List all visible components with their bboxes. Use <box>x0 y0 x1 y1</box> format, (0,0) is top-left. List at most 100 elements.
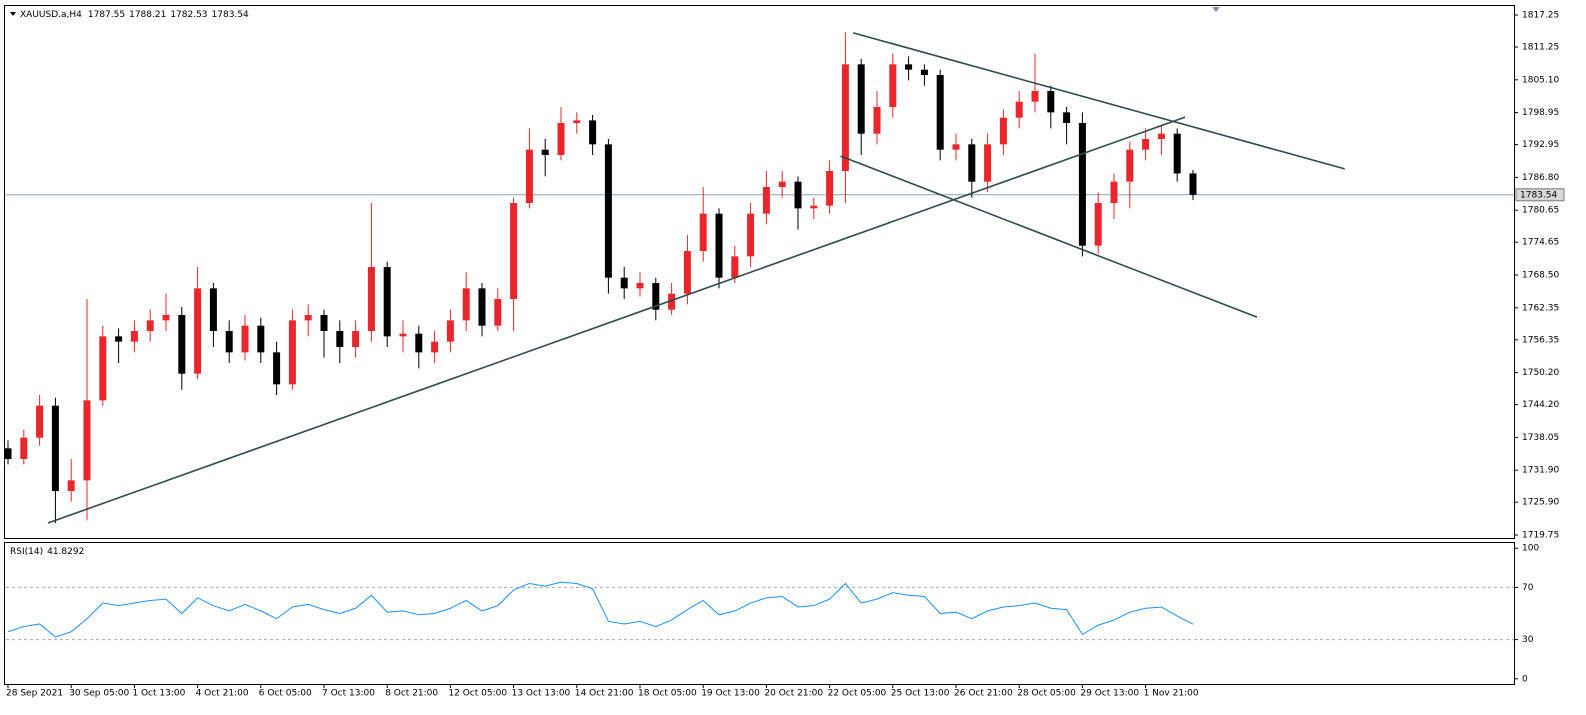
candle-body <box>241 325 249 353</box>
candle-body <box>841 64 849 172</box>
candle-body <box>304 315 312 321</box>
trendline <box>853 32 1345 170</box>
candle-body <box>510 203 518 300</box>
symbol-icon <box>10 12 16 16</box>
candle-body <box>4 448 12 460</box>
x-tick-label: 13 Oct 13:00 <box>512 689 571 699</box>
candle-body <box>130 331 138 342</box>
candle-body <box>873 107 881 134</box>
candle-body <box>604 144 612 278</box>
candle-body <box>225 331 233 353</box>
x-tick-label: 12 Oct 05:00 <box>448 689 507 699</box>
y-tick-label: 1817.25 <box>1522 11 1559 21</box>
candle-body <box>20 437 28 460</box>
candle-body <box>1157 133 1165 140</box>
y-tick-label: 1725.90 <box>1522 498 1559 508</box>
price-pane-frame <box>4 5 1515 539</box>
candle-body <box>573 120 581 124</box>
x-tick-label: 29 Oct 13:00 <box>1080 689 1139 699</box>
candle-body <box>1189 173 1197 195</box>
x-tick-label: 30 Sep 05:00 <box>69 689 129 699</box>
x-tick-label: 28 Sep 2021 <box>6 689 63 699</box>
x-tick-label: 1 Oct 13:00 <box>132 689 185 699</box>
rsi-header: RSI(14) 41.8292 <box>10 547 84 557</box>
candle-body <box>778 181 786 188</box>
candle-body <box>1126 149 1134 182</box>
candle-body <box>67 480 75 492</box>
candle-body <box>352 331 360 348</box>
rsi-tick-label: 100 <box>1522 544 1539 554</box>
y-tick-label: 1811.25 <box>1522 43 1559 53</box>
symbol: XAUUSD.a,H4 <box>20 10 82 20</box>
candle-body <box>826 171 834 206</box>
candle-body <box>699 213 707 252</box>
candle-body <box>462 288 470 321</box>
y-tick-label: 1744.20 <box>1522 400 1559 410</box>
rsi-line <box>7 581 1194 638</box>
x-tick-label: 18 Oct 05:00 <box>638 689 697 699</box>
candle-body <box>557 123 565 156</box>
candle-body <box>51 405 59 492</box>
rsi-tick-label: 0 <box>1522 674 1528 684</box>
x-tick-label: 19 Oct 13:00 <box>701 689 760 699</box>
candle-body <box>1031 91 1039 102</box>
x-tick-label: 14 Oct 21:00 <box>575 689 634 699</box>
x-tick-label: 22 Oct 05:00 <box>828 689 887 699</box>
y-tick-label: 1750.20 <box>1522 368 1559 378</box>
open: 1787.55 <box>88 10 125 20</box>
candle-body <box>273 352 281 385</box>
candle-body <box>320 315 328 332</box>
candle-body <box>1015 101 1023 118</box>
candle-body <box>146 320 154 332</box>
x-tick-label: 4 Oct 21:00 <box>196 689 249 699</box>
candle-body <box>209 288 217 332</box>
candle-body <box>478 288 486 326</box>
candle-body <box>747 213 755 257</box>
y-tick-label: 1731.90 <box>1522 466 1559 476</box>
candle-body <box>1110 181 1118 204</box>
y-tick-label: 1762.35 <box>1522 303 1559 313</box>
close: 1783.54 <box>212 10 249 20</box>
candle-body <box>83 400 91 481</box>
candle-body <box>794 181 802 209</box>
candle-body <box>1142 139 1150 150</box>
rsi-value: 41.8292 <box>47 547 84 557</box>
candle-body <box>668 293 676 310</box>
candle-body <box>525 149 533 204</box>
candle-body <box>415 333 423 353</box>
candle-body <box>683 251 691 294</box>
candle-body <box>1173 133 1181 174</box>
low: 1782.53 <box>170 10 207 20</box>
candle-body <box>952 144 960 150</box>
rsi-pane-frame <box>4 542 1515 685</box>
candle-body <box>162 315 170 321</box>
y-tick-label: 1756.35 <box>1522 335 1559 345</box>
candle-body <box>636 283 644 289</box>
y-tick-label: 1719.75 <box>1522 531 1559 541</box>
candle-body <box>99 336 107 401</box>
x-tick-label: 20 Oct 21:00 <box>764 689 823 699</box>
candle-body <box>494 299 502 326</box>
x-tick-label: 25 Oct 13:00 <box>891 689 950 699</box>
candle-body <box>1078 123 1086 246</box>
candle-body <box>857 64 865 134</box>
candle-body <box>115 336 123 342</box>
x-tick-label: 26 Oct 21:00 <box>954 689 1013 699</box>
candle-body <box>399 333 407 337</box>
x-tick-label: 1 Nov 21:00 <box>1144 689 1199 699</box>
candle-body <box>1047 91 1055 113</box>
candle-body <box>36 405 44 438</box>
candle-body <box>541 149 549 156</box>
candle-body <box>984 144 992 182</box>
candle-body <box>1063 112 1071 124</box>
candle-body <box>446 320 454 342</box>
price-tag-label: 1783.54 <box>1520 190 1557 200</box>
price-tag <box>1515 188 1565 202</box>
y-tick-label: 1792.95 <box>1522 140 1559 150</box>
y-tick-label: 1738.05 <box>1522 433 1559 443</box>
y-tick-label: 1780.65 <box>1522 206 1559 216</box>
candle-body <box>178 315 186 374</box>
